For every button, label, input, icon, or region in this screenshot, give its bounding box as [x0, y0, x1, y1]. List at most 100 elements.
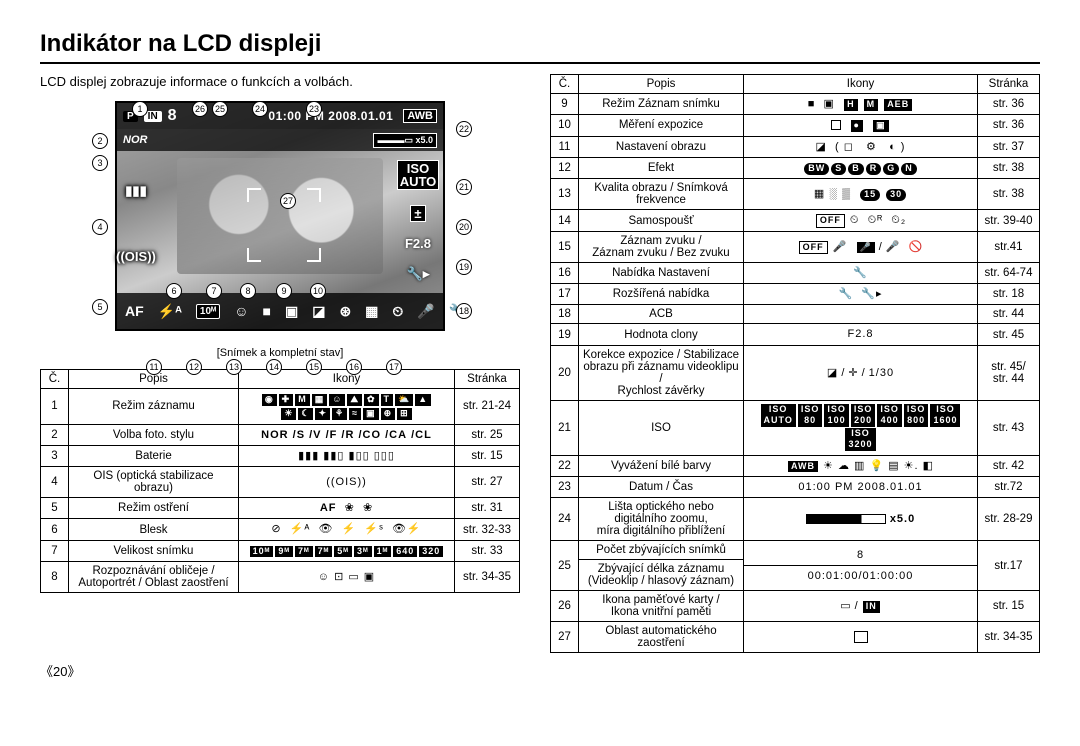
cell-desc: Efekt [579, 157, 744, 178]
callout-10: 10 [310, 283, 326, 299]
callout-1: 1 [132, 101, 148, 117]
cell-num: 17 [551, 284, 579, 305]
cell-num: 7 [41, 540, 69, 561]
callout-7: 7 [206, 283, 222, 299]
cell-num: 15 [551, 231, 579, 262]
cell-num: 10 [551, 115, 579, 136]
cell-num: 22 [551, 455, 579, 476]
cell-num: 14 [551, 210, 579, 232]
cell-num: 3 [41, 445, 69, 466]
cell-desc: Samospoušť [579, 210, 744, 232]
cell-desc: OIS (optická stabilizace obrazu) [69, 467, 239, 498]
table-row: 9Režim Záznam snímku■ ▣ H M AEBstr. 36 [551, 94, 1040, 115]
lcd-top-bar: P IN 8 01:00 PM 2008.01.01 AWB [117, 103, 443, 129]
lcd-left-icons: ▮▮▮ ((OIS)) [121, 158, 151, 289]
photo-subjects [177, 158, 383, 274]
table-row: 21ISOISOAUTOISO80ISO100ISO200ISO400ISO80… [551, 400, 1040, 455]
cell-page: str. 45/str. 44 [978, 345, 1040, 400]
cell-num: 23 [551, 477, 579, 498]
cell-icons: ▦ ░ ▒ 15 30 [744, 179, 978, 210]
callout-5: 5 [92, 299, 108, 315]
cell-num: 16 [551, 262, 579, 283]
table-row: 23Datum / Čas01:00 PM 2008.01.01str.72 [551, 477, 1040, 498]
flash-mode-icon: ⚡ᴬ [158, 303, 182, 320]
table-row: 1Režim záznamu◉✚M▦☺⛰✿T⛅▲☀☾✦⚘≈▣⊕⊞str. 21-… [41, 389, 520, 425]
callout-4: 4 [92, 219, 108, 235]
legend-table-right: Č. Popis Ikony Stránka 9Režim Záznam sní… [550, 74, 1040, 653]
cell-icons: 800:01:00/01:00:00 [744, 541, 978, 591]
cell-page: str.17 [978, 541, 1040, 591]
cell-icons: ◪/✛/1/30 [744, 345, 978, 400]
cell-desc: Záznam zvuku /Záznam zvuku / Bez zvuku [579, 231, 744, 262]
left-column: LCD displej zobrazuje informace o funkcí… [40, 74, 520, 653]
col-num: Č. [41, 370, 69, 389]
cell-num: 19 [551, 324, 579, 345]
cell-desc: Datum / Čas [579, 477, 744, 498]
table-row: 24Lišta optického nebodigitálního zoomu,… [551, 498, 1040, 541]
cell-icons: BWSBRGN [744, 157, 978, 178]
cell-page: str. 45 [978, 324, 1040, 345]
table-row: 6Blesk⊘ ⚡ᴬ 👁 ⚡ ⚡ˢ 👁⚡str. 32-33 [41, 519, 520, 540]
callout-14: 14 [266, 359, 282, 375]
cell-num: 4 [41, 467, 69, 498]
callout-19: 19 [456, 259, 472, 275]
datetime-indicator: 01:00 PM 2008.01.01 [268, 109, 393, 123]
cell-desc: ISO [579, 400, 744, 455]
quality-icon: ▦ [365, 303, 378, 320]
cell-desc: Režim ostření [69, 498, 239, 519]
main-columns: LCD displej zobrazuje informace o funkcí… [40, 74, 1040, 653]
callout-6: 6 [166, 283, 182, 299]
cell-page: str. 39-40 [978, 210, 1040, 232]
cell-page: str. 33 [455, 540, 520, 561]
page-title: Indikátor na LCD displeji [40, 30, 1040, 64]
callout-16: 16 [346, 359, 362, 375]
metering-icon: ▣ [285, 303, 298, 320]
table-row: 22Vyvážení bílé barvyAWB ☀ ☁ ▥ 💡 ▤ ☀. ◧s… [551, 455, 1040, 476]
cell-icons: ISOAUTOISO80ISO100ISO200ISO400ISO800ISO1… [744, 400, 978, 455]
callout-18: 18 [456, 303, 472, 319]
cell-desc: ACB [579, 305, 744, 324]
cell-desc: Nastavení obrazu [579, 136, 744, 157]
cell-desc: Nabídka Nastavení [579, 262, 744, 283]
cell-num: 2 [41, 424, 69, 445]
cell-desc: Vyvážení bílé barvy [579, 455, 744, 476]
table-row: 8Rozpoznávání obličeje /Autoportrét / Ob… [41, 562, 520, 593]
cell-page: str. 34-35 [978, 622, 1040, 653]
cell-icons: 🔧 🔧▸ [744, 284, 978, 305]
cell-desc: Korekce expozice / Stabilizaceobrazu při… [579, 345, 744, 400]
col-page: Stránka [978, 75, 1040, 94]
cell-page: str. 36 [978, 115, 1040, 136]
cell-icons: ((OIS)) [239, 467, 455, 498]
lcd-caption: [Snímek a kompletní stav] [40, 347, 520, 359]
table-row: 13Kvalita obrazu / Snímková frekvence▦ ░… [551, 179, 1040, 210]
table-row: 20Korekce expozice / Stabilizaceobrazu p… [551, 345, 1040, 400]
callout-12: 12 [186, 359, 202, 375]
table-row: 15Záznam zvuku /Záznam zvuku / Bez zvuku… [551, 231, 1040, 262]
cell-desc: Velikost snímku [69, 540, 239, 561]
cell-desc: Rozšířená nabídka [579, 284, 744, 305]
cell-icons: OFF 🎤 🎤/🎤 🚫 [744, 231, 978, 262]
awb-indicator: AWB [403, 109, 437, 123]
callout-11: 11 [146, 359, 162, 375]
cell-desc: Hodnota clony [579, 324, 744, 345]
zoom-indicator: ▬▬▬▭ x5.0 [373, 133, 437, 148]
cell-icons: ■ ▣ H M AEB [744, 94, 978, 115]
cell-num: 21 [551, 400, 579, 455]
cell-icons: 🔧 [744, 262, 978, 283]
shots-remaining: 8 [168, 107, 177, 125]
lcd-row-2: NOR ▬▬▬▭ x5.0 [117, 129, 443, 151]
cell-icons: ◪ ( ◻ ⚙ ◐ ) [744, 136, 978, 157]
cell-icons: 01:00 PM 2008.01.01 [744, 477, 978, 498]
table-row: 7Velikost snímku10ᴹ9ᴹ7ᴹ7ᴹ5ᴹ3ᴹ1ᴹ640320str… [41, 540, 520, 561]
cell-num: 11 [551, 136, 579, 157]
cell-page: str. 32-33 [455, 519, 520, 540]
cell-page: str. 15 [455, 445, 520, 466]
col-page: Stránka [455, 370, 520, 389]
cell-page: str. 31 [455, 498, 520, 519]
cell-icons: ◉✚M▦☺⛰✿T⛅▲☀☾✦⚘≈▣⊕⊞ [239, 389, 455, 425]
table-row: 4OIS (optická stabilizace obrazu)((OIS))… [41, 467, 520, 498]
cell-num: 6 [41, 519, 69, 540]
cell-page: str. 36 [978, 94, 1040, 115]
cell-icons: 10ᴹ9ᴹ7ᴹ7ᴹ5ᴹ3ᴹ1ᴹ640320 [239, 540, 455, 561]
callout-24: 24 [252, 101, 268, 117]
